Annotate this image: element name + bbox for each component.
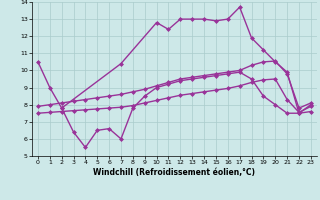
X-axis label: Windchill (Refroidissement éolien,°C): Windchill (Refroidissement éolien,°C) <box>93 168 255 177</box>
